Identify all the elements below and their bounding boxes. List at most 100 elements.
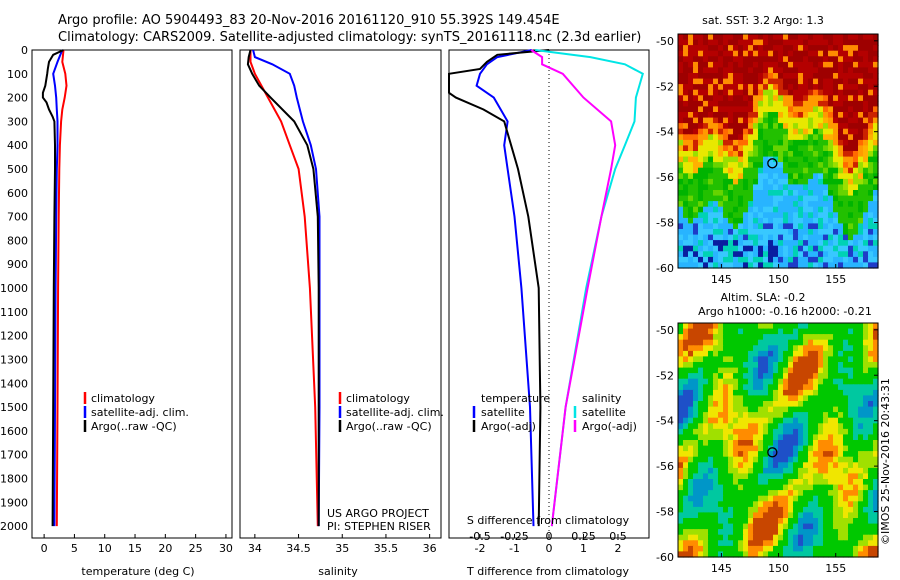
map-cell: [728, 501, 734, 508]
map-cell: [833, 362, 839, 369]
map-cell: [748, 501, 754, 508]
map-cell: [793, 229, 799, 236]
map-cell: [773, 428, 779, 436]
map-cell: [768, 217, 774, 225]
map-cell: [823, 428, 829, 436]
map-cell: [693, 151, 699, 158]
map-cell: [748, 117, 754, 124]
map-cell: [693, 39, 699, 46]
map-cell: [758, 39, 764, 46]
map-cell: [868, 128, 874, 135]
map-cell: [758, 167, 764, 174]
map-cell: [703, 384, 709, 391]
map-cell: [713, 173, 719, 180]
map-cell: [758, 389, 764, 397]
map-cell: [868, 223, 874, 230]
map-cell: [843, 212, 849, 219]
map-cell: [778, 95, 784, 102]
map-cell: [833, 417, 839, 424]
map-cell: [813, 56, 819, 63]
map-cell: [748, 506, 754, 514]
map-cell: [683, 123, 689, 130]
map-cell: [768, 117, 774, 124]
map-cell: [678, 184, 684, 191]
map-cell: [793, 240, 799, 247]
map-cell: [683, 534, 689, 541]
map-cell: [693, 61, 699, 69]
map-cell: [813, 251, 819, 258]
map-cell: [863, 523, 869, 530]
map-cell: [873, 412, 879, 419]
map-cell: [713, 212, 719, 219]
map-cell: [813, 240, 819, 247]
map-cell: [793, 350, 799, 358]
map-cell: [873, 184, 879, 191]
map-cell: [773, 512, 779, 519]
sst-map: sat. SST: 3.2 Argo: 1.3 -50-52-54-56-58-…: [656, 14, 879, 286]
map-cell: [738, 373, 744, 380]
map-cell: [753, 206, 759, 213]
s-tick-label: -0.5: [469, 530, 490, 543]
map-cell: [693, 362, 699, 369]
map-cell: [843, 45, 849, 52]
map-cell: [758, 100, 764, 108]
map-cell: [798, 190, 804, 197]
map-cell: [773, 195, 779, 202]
map-cell: [718, 339, 724, 346]
map-cell: [873, 501, 879, 508]
map-cell: [708, 206, 714, 213]
map-cell: [863, 462, 869, 469]
map-cell: [788, 473, 794, 480]
map-cell: [698, 384, 704, 391]
map-cell: [803, 262, 809, 269]
map-cell: [783, 428, 789, 436]
map-cell: [863, 445, 869, 452]
map-cell: [783, 67, 789, 74]
map-cell: [743, 484, 749, 491]
map-cell: [788, 223, 794, 230]
map-cell: [748, 229, 754, 236]
map-cell: [843, 156, 849, 163]
map-cell: [738, 506, 744, 514]
map-cell: [833, 456, 839, 463]
map-cell: [863, 156, 869, 163]
map-cell: [858, 462, 864, 469]
map-cell: [693, 423, 699, 430]
map-cell: [748, 61, 754, 69]
map-cell: [773, 201, 779, 208]
map-cell: [818, 506, 824, 514]
map-cell: [733, 167, 739, 174]
map-cell: [698, 484, 704, 491]
map-cell: [713, 529, 719, 536]
map-cell: [718, 95, 724, 102]
map-cell: [753, 395, 759, 402]
map-cell: [688, 523, 694, 530]
map-cell: [848, 445, 854, 452]
map-cell: [763, 139, 769, 147]
map-cell: [753, 378, 759, 385]
map-cell: [683, 373, 689, 380]
map-cell: [848, 56, 854, 63]
map-cell: [868, 134, 874, 141]
map-cell: [678, 234, 684, 241]
map-cell: [748, 456, 754, 463]
map-cell: [693, 184, 699, 191]
map-cell: [733, 156, 739, 163]
map-cell: [788, 518, 794, 525]
map-cell: [718, 112, 724, 119]
map-cell: [698, 401, 704, 408]
map-cell: [718, 123, 724, 130]
map-cell: [763, 173, 769, 180]
map-cell: [688, 45, 694, 52]
map-cell: [873, 240, 879, 247]
map-cell: [693, 89, 699, 96]
map-cell: [873, 434, 879, 441]
map-cell: [833, 229, 839, 236]
map-cell: [848, 151, 854, 158]
map-cell: [868, 184, 874, 191]
map-cell: [738, 378, 744, 385]
map-cell: [868, 412, 874, 419]
map-cell: [843, 540, 849, 547]
map-cell: [818, 428, 824, 436]
map-cell: [773, 389, 779, 397]
